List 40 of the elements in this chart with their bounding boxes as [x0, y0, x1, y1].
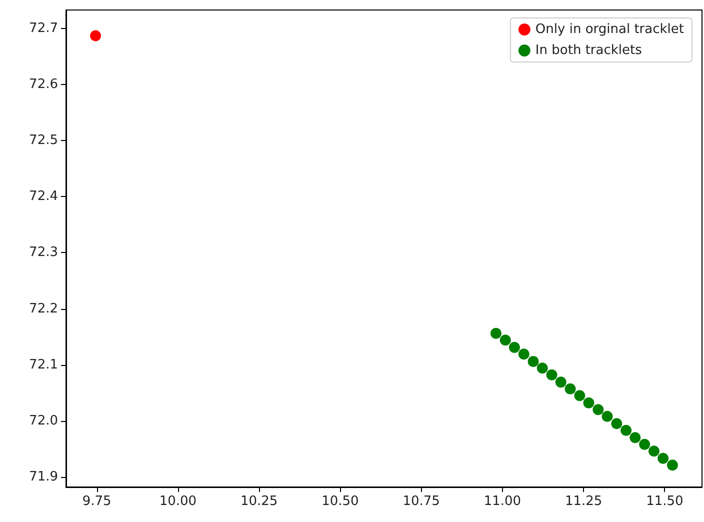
x-tick-label: 10.75 [402, 494, 440, 509]
y-tick-label: 72.3 [29, 245, 58, 260]
point [666, 460, 678, 471]
point [555, 376, 566, 388]
x-tick-label: 11.50 [646, 494, 684, 509]
y-tick-label: 72.4 [29, 189, 58, 204]
x-tick-label: 10.00 [159, 494, 197, 509]
y-tick-label: 72.7 [29, 20, 58, 36]
point [574, 390, 586, 402]
point [500, 334, 511, 346]
y-tick-label: 72.6 [29, 77, 58, 92]
x-tick-label: 10.50 [322, 494, 359, 509]
y-tick-label: 72.0 [29, 413, 58, 428]
legend-label: In both tracklets [535, 43, 642, 58]
point [536, 362, 548, 374]
point [583, 397, 594, 408]
point [630, 432, 641, 444]
point [528, 356, 539, 367]
point [490, 328, 502, 339]
point [639, 438, 650, 450]
point [518, 348, 530, 360]
y-tick-label: 71.9 [29, 469, 58, 484]
point [602, 410, 613, 422]
point [592, 404, 604, 416]
y-tick-label: 72.2 [29, 301, 58, 316]
x-tick-label: 10.25 [240, 494, 278, 509]
point [611, 418, 622, 430]
x-tick-label: 9.75 [82, 494, 112, 509]
y-tick-label: 72.1 [29, 357, 58, 372]
x-tick-label: 11.25 [564, 494, 602, 509]
point [648, 446, 660, 457]
point [90, 30, 102, 42]
legend-label: Only in orginal tracklet [535, 22, 684, 37]
point [564, 383, 576, 394]
point [620, 424, 632, 436]
y-tick-label: 72.5 [29, 133, 58, 148]
point [658, 452, 669, 464]
x-tick-label: 11.00 [484, 494, 522, 509]
point [546, 369, 558, 380]
point [508, 342, 520, 353]
